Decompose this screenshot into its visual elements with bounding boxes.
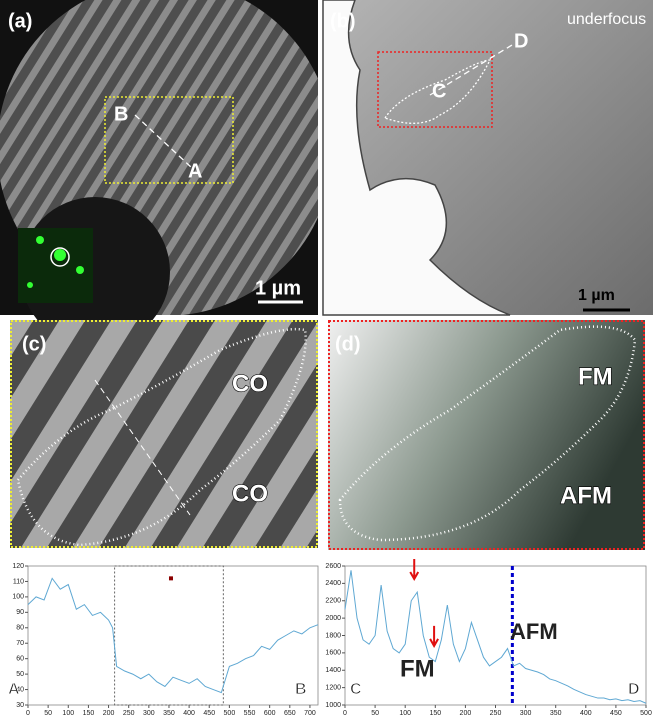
arrow xyxy=(410,559,418,579)
x-tick-label: 100 xyxy=(62,710,74,717)
y-tick-label: 1000 xyxy=(325,702,341,709)
chart-label: AFM xyxy=(510,619,558,644)
panel-label: (c) xyxy=(22,333,46,355)
y-tick-label: 2400 xyxy=(325,580,341,587)
x-tick-label: 50 xyxy=(44,710,52,717)
x-tick-label: 450 xyxy=(610,710,622,717)
y-tick-label: 2600 xyxy=(325,563,341,570)
arrow xyxy=(430,626,438,646)
point-marker xyxy=(169,576,173,580)
y-tick-label: 30 xyxy=(16,702,24,709)
y-tick-label: 90 xyxy=(16,609,24,616)
y-tick-label: 70 xyxy=(16,640,24,647)
y-tick-label: 60 xyxy=(16,656,24,663)
x-tick-label: 150 xyxy=(429,710,441,717)
figure: (a) B A 1 µm (b) underfocus C D 1 µm (c)… xyxy=(0,0,653,717)
x-tick-label: 500 xyxy=(640,710,652,717)
region-label: FM xyxy=(578,363,613,390)
panel-label: (d) xyxy=(335,333,361,355)
point-label: C xyxy=(432,80,446,102)
x-tick-label: 350 xyxy=(550,710,562,717)
chart-label: A xyxy=(8,681,20,698)
x-tick-label: 100 xyxy=(399,710,411,717)
y-tick-label: 1800 xyxy=(325,632,341,639)
panel-b: (b) underfocus C D 1 µm xyxy=(323,0,653,315)
point-label: B xyxy=(114,103,128,125)
x-tick-label: 300 xyxy=(520,710,532,717)
plot-frame xyxy=(28,566,318,705)
y-tick-label: 100 xyxy=(12,594,24,601)
x-tick-label: 500 xyxy=(224,710,236,717)
panel-c: (c) CO CO xyxy=(10,320,318,548)
x-tick-label: 200 xyxy=(460,710,472,717)
x-tick-label: 200 xyxy=(103,710,115,717)
x-tick-label: 0 xyxy=(343,710,347,717)
y-tick-label: 110 xyxy=(13,578,24,585)
plot-frame xyxy=(345,566,646,705)
x-tick-label: 250 xyxy=(490,710,502,717)
annotation: underfocus xyxy=(567,11,646,28)
y-tick-label: 120 xyxy=(12,563,24,570)
x-tick-label: 700 xyxy=(304,710,316,717)
chart-label: C xyxy=(350,681,362,698)
x-tick-label: 150 xyxy=(83,710,95,717)
panel-label: (b) xyxy=(330,10,356,32)
chart-label: FM xyxy=(400,655,435,682)
x-tick-label: 50 xyxy=(371,710,379,717)
data-line xyxy=(28,578,318,692)
y-tick-label: 1400 xyxy=(325,667,341,674)
y-tick-label: 50 xyxy=(16,671,24,678)
y-tick-label: 1600 xyxy=(325,650,341,657)
point-label: A xyxy=(188,160,202,182)
chart-label: D xyxy=(628,681,640,698)
y-tick-label: 2200 xyxy=(325,598,341,605)
x-tick-label: 600 xyxy=(264,710,276,717)
x-tick-label: 400 xyxy=(580,710,592,717)
region-label: AFM xyxy=(560,482,612,509)
panel-label: (a) xyxy=(8,10,32,32)
y-tick-label: 80 xyxy=(16,625,24,632)
x-tick-label: 250 xyxy=(123,710,135,717)
x-tick-label: 400 xyxy=(183,710,195,717)
x-tick-label: 350 xyxy=(163,710,175,717)
x-tick-label: 550 xyxy=(244,710,256,717)
region-label: CO xyxy=(232,480,268,507)
panel-d: (d) FM AFM xyxy=(328,320,645,550)
x-tick-label: 450 xyxy=(203,710,215,717)
x-tick-label: 650 xyxy=(284,710,296,717)
region-label: CO xyxy=(232,370,268,397)
data-line xyxy=(345,570,646,703)
y-tick-label: 1200 xyxy=(325,684,341,691)
y-tick-label: 2000 xyxy=(325,615,341,622)
x-tick-label: 300 xyxy=(143,710,155,717)
scale-bar-label: 1 µm xyxy=(578,287,615,304)
panel-a: (a) B A 1 µm xyxy=(0,0,318,347)
x-tick-label: 0 xyxy=(26,710,30,717)
highlight-box xyxy=(115,566,224,705)
chart-label: B xyxy=(295,681,307,698)
point-label: D xyxy=(514,30,528,52)
scale-bar-label: 1 µm xyxy=(255,277,301,299)
